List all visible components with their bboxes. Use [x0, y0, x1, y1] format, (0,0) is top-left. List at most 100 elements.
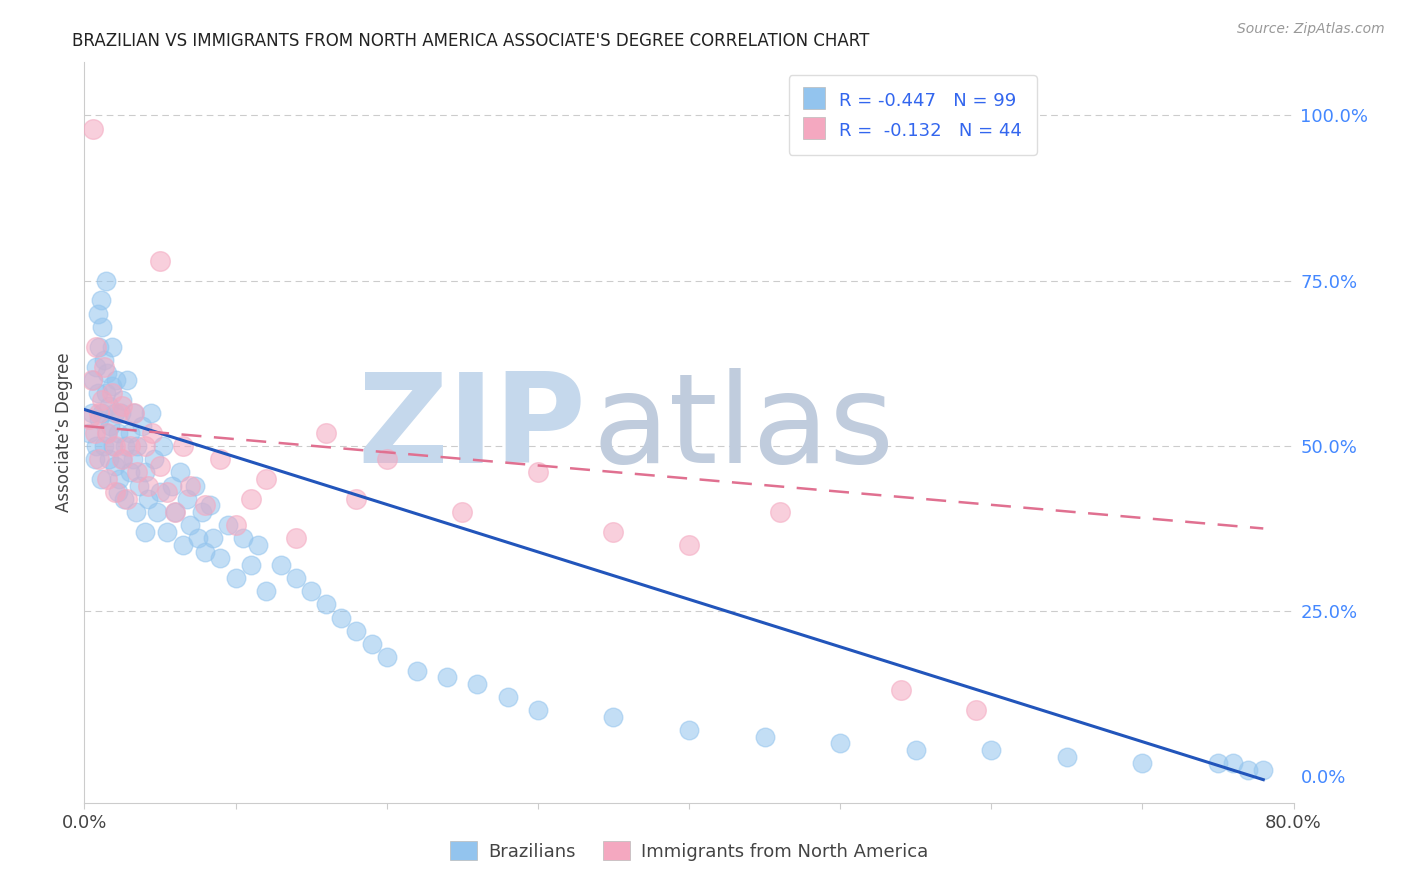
- Point: [201, 532, 224, 546]
- Point: [118, 425, 141, 440]
- Point: [104, 406, 127, 420]
- Point: [111, 392, 134, 407]
- Point: [165, 505, 187, 519]
- Point: [496, 690, 519, 704]
- Point: [80, 406, 103, 420]
- Point: [299, 584, 322, 599]
- Point: [91, 406, 114, 420]
- Point: [89, 412, 111, 426]
- Point: [678, 538, 700, 552]
- Point: [254, 584, 277, 599]
- Point: [172, 439, 194, 453]
- Point: [80, 373, 103, 387]
- Point: [406, 664, 429, 678]
- Point: [141, 425, 163, 440]
- Point: [172, 538, 194, 552]
- Point: [122, 406, 145, 420]
- Point: [118, 465, 141, 479]
- Legend: Brazilians, Immigrants from North America: Brazilians, Immigrants from North Americ…: [443, 834, 935, 868]
- Point: [107, 485, 129, 500]
- Point: [239, 558, 262, 572]
- Point: [100, 340, 122, 354]
- Point: [91, 319, 114, 334]
- Point: [247, 538, 270, 552]
- Point: [108, 472, 131, 486]
- Point: [165, 505, 187, 519]
- Point: [87, 307, 110, 321]
- Point: [270, 558, 292, 572]
- Point: [890, 683, 912, 698]
- Point: [100, 386, 122, 401]
- Point: [96, 366, 118, 380]
- Point: [127, 439, 149, 453]
- Point: [82, 373, 104, 387]
- Point: [121, 452, 143, 467]
- Point: [225, 571, 247, 585]
- Point: [107, 425, 129, 440]
- Point: [149, 253, 172, 268]
- Point: [315, 598, 337, 612]
- Point: [830, 736, 852, 750]
- Point: [94, 386, 117, 401]
- Point: [194, 544, 217, 558]
- Point: [115, 491, 138, 506]
- Point: [101, 439, 124, 453]
- Point: [285, 532, 308, 546]
- Y-axis label: Associate’s Degree: Associate’s Degree: [55, 353, 73, 512]
- Point: [112, 491, 135, 506]
- Point: [225, 518, 247, 533]
- Point: [77, 412, 100, 426]
- Point: [100, 379, 122, 393]
- Point: [125, 505, 148, 519]
- Point: [346, 624, 368, 638]
- Point: [139, 406, 162, 420]
- Point: [527, 703, 550, 717]
- Point: [980, 743, 1002, 757]
- Point: [97, 452, 120, 467]
- Point: [232, 532, 254, 546]
- Point: [1056, 749, 1078, 764]
- Point: [187, 532, 209, 546]
- Point: [114, 439, 136, 453]
- Point: [110, 406, 132, 420]
- Point: [527, 465, 550, 479]
- Point: [96, 425, 118, 440]
- Point: [965, 703, 987, 717]
- Point: [90, 472, 112, 486]
- Point: [86, 359, 108, 374]
- Point: [111, 452, 134, 467]
- Point: [209, 551, 232, 566]
- Point: [602, 710, 624, 724]
- Point: [134, 524, 156, 539]
- Point: [149, 485, 172, 500]
- Point: [89, 452, 111, 467]
- Point: [105, 373, 128, 387]
- Point: [84, 425, 107, 440]
- Point: [86, 439, 108, 453]
- Point: [330, 611, 353, 625]
- Point: [104, 458, 127, 473]
- Point: [107, 406, 129, 420]
- Point: [375, 650, 398, 665]
- Point: [346, 491, 368, 506]
- Point: [602, 524, 624, 539]
- Point: [156, 524, 179, 539]
- Point: [131, 419, 153, 434]
- Point: [84, 452, 107, 467]
- Point: [111, 399, 134, 413]
- Point: [754, 730, 776, 744]
- Point: [436, 670, 458, 684]
- Point: [156, 485, 179, 500]
- Point: [315, 425, 337, 440]
- Point: [1222, 756, 1244, 771]
- Point: [94, 274, 117, 288]
- Point: [82, 121, 104, 136]
- Point: [198, 499, 221, 513]
- Point: [152, 439, 174, 453]
- Point: [142, 452, 165, 467]
- Point: [678, 723, 700, 737]
- Point: [169, 465, 191, 479]
- Point: [97, 399, 120, 413]
- Point: [111, 452, 134, 467]
- Point: [96, 472, 118, 486]
